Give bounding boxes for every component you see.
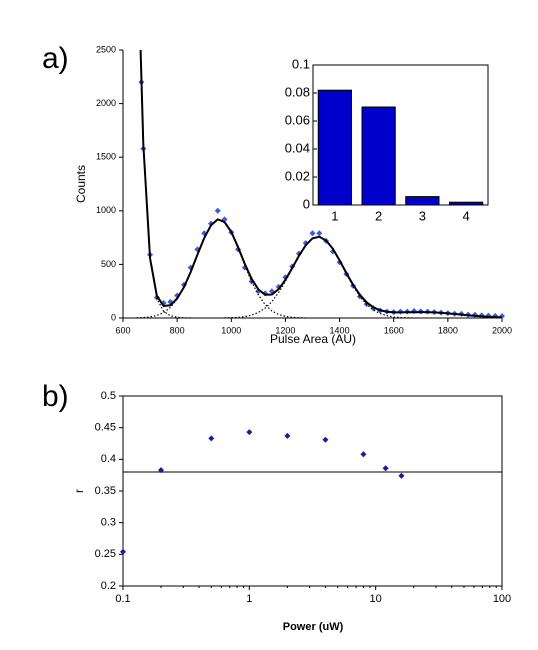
- y-tick-label: 0: [303, 196, 310, 211]
- plot-frame: [122, 395, 503, 587]
- bar: [317, 89, 352, 206]
- panel: 0.2 0.25 0.3 0.35 0.4 0.45 0.5 0.1 1 10 100 b) Power…: [42, 380, 511, 633]
- x-tick-label: 800: [170, 325, 185, 335]
- x-tick-label: 2000: [492, 325, 512, 335]
- y-tick-label: 0.35: [95, 485, 116, 497]
- component-curve: [140, 49, 191, 319]
- y-tick-label: 0.45: [95, 422, 116, 434]
- x-axis-title: Pulse Area (AU): [270, 332, 356, 346]
- x-tick-label: 2: [375, 208, 382, 223]
- y-tick-label: 2000: [96, 98, 116, 108]
- component-curve: [224, 235, 415, 319]
- data-point: [158, 467, 165, 474]
- data-point: [398, 472, 405, 479]
- bar: [361, 106, 396, 206]
- y-tick-label: 0.02: [285, 168, 310, 183]
- data-point: [382, 465, 389, 472]
- panel: 0 0.02 0.04 0.06 0.08 0.1 1 2 3 4: [285, 56, 489, 223]
- x-tick-label: 1600: [384, 325, 404, 335]
- x-tick-label: 100: [493, 593, 511, 605]
- x-tick-label: 1: [331, 208, 338, 223]
- bar: [405, 196, 440, 206]
- x-tick-label: 1800: [438, 325, 458, 335]
- y-tick-label: 2500: [96, 44, 116, 54]
- x-tick-label: 1: [246, 593, 252, 605]
- data-point: [284, 432, 291, 439]
- data-point: [120, 548, 126, 555]
- bar: [449, 201, 484, 206]
- y-tick-label: 0.4: [101, 453, 116, 465]
- panel-label: a): [42, 42, 69, 75]
- data-point: [208, 435, 215, 442]
- x-tick-label: 1000: [221, 325, 241, 335]
- y-tick-label: 0.2: [101, 580, 116, 592]
- panel: 0 500 1000 1500 2000 2500 600 800 1000 1200 1400 16…: [42, 42, 512, 346]
- data-point: [246, 429, 253, 436]
- data-point: [214, 207, 221, 214]
- y-tick-label: 0.08: [285, 84, 310, 99]
- component-curve: [136, 218, 306, 319]
- y-tick-label: 1000: [96, 205, 116, 215]
- y-tick-label: 0: [111, 312, 116, 322]
- x-axis-title: Power (uW): [283, 621, 344, 633]
- data-point: [309, 230, 316, 237]
- y-tick-label: 500: [101, 259, 116, 269]
- y-tick-label: 0.3: [101, 517, 116, 529]
- x-tick-label: 10: [370, 593, 382, 605]
- x-tick-label: 600: [115, 325, 130, 335]
- y-tick-label: 0.06: [285, 112, 310, 127]
- x-tick-label: 0.1: [115, 593, 130, 605]
- x-tick-label: 1200: [275, 325, 295, 335]
- panel-label: b): [42, 380, 69, 413]
- x-tick-label: 3: [419, 208, 426, 223]
- y-tick-label: 0.25: [95, 548, 116, 560]
- x-tick-label: 1400: [330, 325, 350, 335]
- y-tick-label: 1500: [96, 152, 116, 162]
- data-point: [316, 230, 323, 237]
- x-tick-label: 4: [463, 208, 470, 223]
- y-axis-title: Counts: [74, 165, 88, 203]
- data-point: [322, 436, 329, 443]
- y-tick-label: 0.5: [101, 390, 116, 402]
- data-point: [360, 451, 367, 458]
- y-tick-label: 0.1: [292, 56, 310, 71]
- y-axis-title: r: [72, 489, 86, 493]
- y-tick-label: 0.04: [285, 140, 310, 155]
